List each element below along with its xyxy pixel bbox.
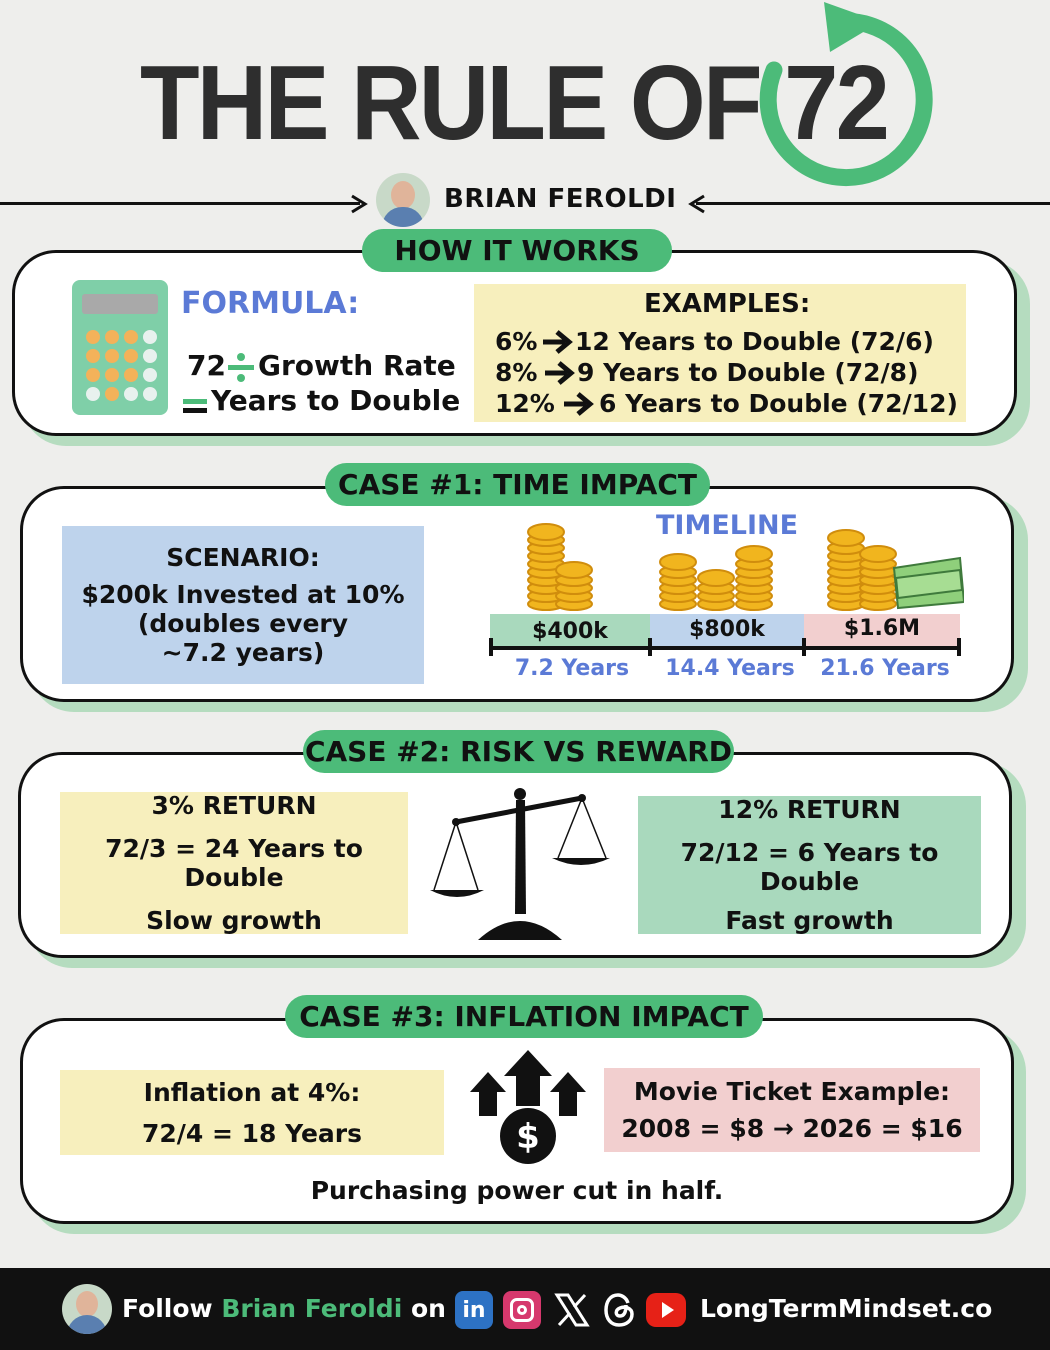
timeline-amount: $800k (689, 617, 765, 642)
youtube-icon[interactable] (646, 1293, 686, 1327)
scenario-line: ~7.2 years) (161, 638, 325, 667)
timeline-segment (650, 614, 804, 647)
timeline-segment (490, 614, 650, 647)
example-result: 9 Years to Double (72/8) (577, 358, 919, 387)
linkedin-icon[interactable]: in (455, 1291, 493, 1329)
svg-text:$: $ (516, 1117, 540, 1157)
formula-number: 72 (187, 349, 226, 382)
balance-scale-icon (430, 788, 610, 940)
movie-ticket-title: Movie Ticket Example: (633, 1077, 951, 1106)
avatar (62, 1284, 112, 1334)
timeline-tick (648, 638, 652, 656)
divider-right (696, 202, 1050, 205)
return-title: 12% RETURN (718, 795, 901, 824)
return-title: 3% RETURN (151, 791, 317, 820)
return-calc: 72/12 = 6 Years to Double (680, 838, 939, 896)
example-rate: 6% (495, 327, 538, 356)
example-row: 6% 12 Years to Double (72/6) (495, 326, 958, 357)
scenario-line: $200k Invested at 10% (81, 580, 405, 609)
arrow-right-icon (545, 360, 575, 385)
timeline-tick (489, 638, 493, 656)
movie-ticket-box: Movie Ticket Example: 2008 = $8 → 2026 =… (604, 1068, 980, 1152)
instagram-icon[interactable] (503, 1291, 541, 1329)
formula-growth-rate: Growth Rate (258, 349, 456, 382)
timeline-years: 7.2 Years (514, 656, 630, 681)
equals-icon (183, 399, 207, 413)
formula-years-to-double: Years to Double (211, 384, 461, 417)
author-name: BRIAN FEROLDI (444, 184, 677, 214)
example-result: 12 Years to Double (72/6) (575, 327, 934, 356)
threads-icon[interactable] (601, 1291, 639, 1329)
case2-heading: CASE #2: RISK VS REWARD (303, 730, 734, 773)
how-it-works-heading: HOW IT WORKS (362, 229, 672, 272)
timeline-years: 21.6 Years (820, 656, 950, 681)
author-link[interactable]: Brian Feroldi (221, 1294, 403, 1323)
inflation-rate: Inflation at 4%: (143, 1077, 361, 1107)
scenario-box: SCENARIO: $200k Invested at 10% (doubles… (62, 526, 424, 684)
return-note: Fast growth (725, 906, 894, 935)
example-rate: 8% (495, 358, 538, 387)
money-stack-icon (827, 529, 964, 611)
scenario-line: (doubles every (137, 609, 349, 638)
x-icon[interactable] (553, 1291, 591, 1329)
case1-heading: CASE #1: TIME IMPACT (325, 463, 710, 506)
formula-label: FORMULA: (181, 286, 360, 321)
timeline-tick (802, 638, 806, 656)
example-result: 6 Years to Double (72/12) (599, 389, 958, 418)
divider-left (0, 202, 360, 205)
inflation-box: Inflation at 4%: 72/4 = 18 Years (60, 1070, 444, 1155)
timeline-title: TIMELINE (656, 510, 799, 541)
timeline-segment (804, 614, 960, 647)
divide-icon (228, 353, 254, 382)
timeline-axis (490, 646, 960, 650)
timeline-amount: $1.6M (843, 616, 921, 641)
arrow-right-icon (351, 194, 368, 214)
return-note: Slow growth (146, 906, 322, 935)
website-link[interactable]: LongTermMindset.co (700, 1294, 993, 1323)
purchasing-power-note: Purchasing power cut in half. (310, 1176, 724, 1205)
arrow-left-icon (688, 194, 705, 214)
fast-return-box: 12% RETURN 72/12 = 6 Years to Double Fas… (638, 795, 981, 935)
arrow-right-icon (543, 329, 573, 354)
circular-arrow-icon (759, 2, 933, 187)
coin-stack-icon (659, 545, 773, 611)
coin-stack-icon (527, 523, 593, 611)
example-row: 8% 9 Years to Double (72/8) (495, 357, 958, 388)
slow-return-box: 3% RETURN 72/3 = 24 Years to Double Slow… (60, 791, 408, 935)
return-calc: 72/3 = 24 Years to Double (105, 834, 363, 892)
on-word: on (410, 1294, 446, 1323)
example-row: 12% 6 Years to Double (72/12) (495, 388, 958, 419)
arrow-right-icon (564, 391, 594, 416)
dollar-arrows-up-icon: $ (470, 1050, 586, 1164)
avatar (376, 173, 430, 227)
follow-word: Follow (122, 1294, 213, 1323)
examples-box (474, 284, 966, 422)
examples-title: EXAMPLES: (644, 289, 811, 319)
scenario-title: SCENARIO: (166, 543, 320, 572)
follow-text: Follow Brian Feroldi on (122, 1294, 446, 1323)
case3-heading: CASE #3: INFLATION IMPACT (285, 995, 763, 1038)
timeline-amount: $400k (532, 619, 608, 644)
calculator-icon (72, 280, 168, 415)
examples-list: 6% 12 Years to Double (72/6) 8% 9 Years … (495, 326, 958, 419)
example-rate: 12% (495, 389, 555, 418)
timeline-tick (957, 638, 961, 656)
movie-ticket-prices: 2008 = $8 → 2026 = $16 (621, 1114, 963, 1143)
timeline-years: 14.4 Years (665, 656, 795, 681)
inflation-calc: 72/4 = 18 Years (141, 1118, 362, 1148)
